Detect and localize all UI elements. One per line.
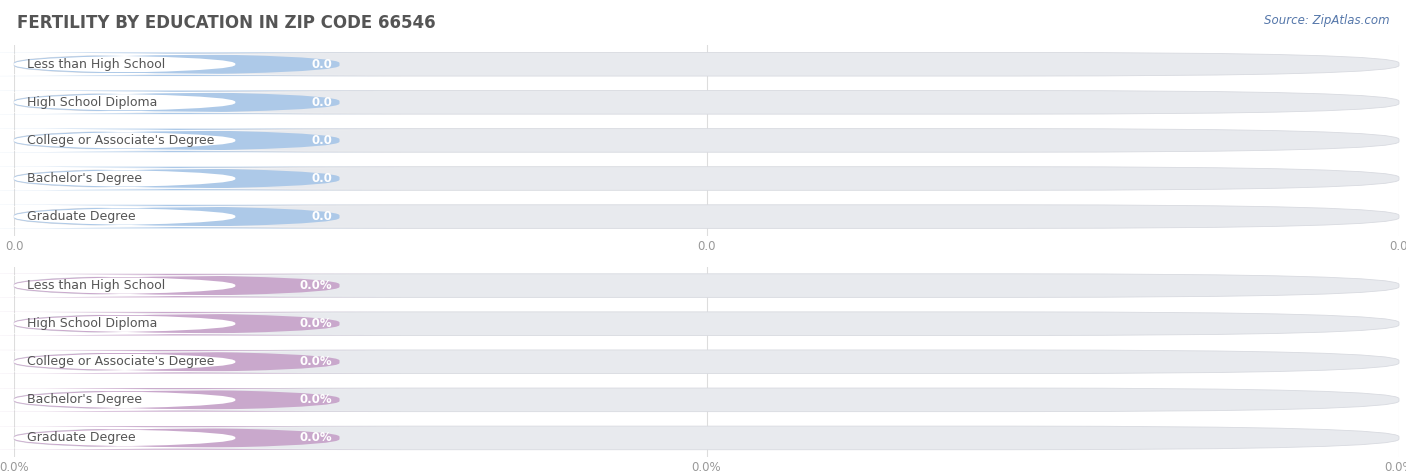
FancyBboxPatch shape	[0, 388, 401, 412]
Text: 0.0%: 0.0%	[299, 431, 333, 445]
Text: 0.0%: 0.0%	[299, 393, 333, 407]
FancyBboxPatch shape	[0, 313, 374, 334]
FancyBboxPatch shape	[0, 167, 401, 190]
FancyBboxPatch shape	[0, 129, 401, 152]
Text: Less than High School: Less than High School	[27, 58, 166, 71]
FancyBboxPatch shape	[0, 426, 401, 450]
Text: 0.0: 0.0	[312, 96, 333, 109]
FancyBboxPatch shape	[0, 206, 374, 227]
FancyBboxPatch shape	[14, 129, 1399, 152]
FancyBboxPatch shape	[14, 426, 1399, 450]
Text: 0.0%: 0.0%	[299, 279, 333, 292]
FancyBboxPatch shape	[0, 312, 401, 336]
FancyBboxPatch shape	[0, 427, 374, 448]
Text: 0.0: 0.0	[312, 210, 333, 223]
Text: 0.0: 0.0	[312, 172, 333, 185]
Text: College or Associate's Degree: College or Associate's Degree	[27, 355, 215, 368]
Text: Graduate Degree: Graduate Degree	[27, 431, 136, 445]
Text: High School Diploma: High School Diploma	[27, 317, 157, 330]
Text: Graduate Degree: Graduate Degree	[27, 210, 136, 223]
Text: Bachelor's Degree: Bachelor's Degree	[27, 172, 142, 185]
Text: Source: ZipAtlas.com: Source: ZipAtlas.com	[1264, 14, 1389, 27]
FancyBboxPatch shape	[0, 351, 374, 372]
FancyBboxPatch shape	[14, 274, 1399, 298]
Text: 0.0: 0.0	[312, 134, 333, 147]
FancyBboxPatch shape	[0, 389, 374, 410]
Text: High School Diploma: High School Diploma	[27, 96, 157, 109]
FancyBboxPatch shape	[0, 52, 401, 76]
FancyBboxPatch shape	[0, 168, 374, 189]
Text: 0.0%: 0.0%	[299, 355, 333, 368]
FancyBboxPatch shape	[0, 92, 374, 113]
FancyBboxPatch shape	[14, 312, 1399, 336]
FancyBboxPatch shape	[0, 90, 401, 114]
FancyBboxPatch shape	[0, 350, 401, 374]
Text: Bachelor's Degree: Bachelor's Degree	[27, 393, 142, 407]
FancyBboxPatch shape	[14, 350, 1399, 374]
FancyBboxPatch shape	[14, 90, 1399, 114]
FancyBboxPatch shape	[14, 167, 1399, 190]
Text: 0.0%: 0.0%	[299, 317, 333, 330]
FancyBboxPatch shape	[14, 388, 1399, 412]
FancyBboxPatch shape	[0, 275, 374, 296]
FancyBboxPatch shape	[0, 274, 401, 298]
FancyBboxPatch shape	[0, 130, 374, 151]
Text: FERTILITY BY EDUCATION IN ZIP CODE 66546: FERTILITY BY EDUCATION IN ZIP CODE 66546	[17, 14, 436, 32]
FancyBboxPatch shape	[14, 52, 1399, 76]
Text: 0.0: 0.0	[312, 58, 333, 71]
Text: Less than High School: Less than High School	[27, 279, 166, 292]
FancyBboxPatch shape	[14, 205, 1399, 228]
FancyBboxPatch shape	[0, 205, 401, 228]
FancyBboxPatch shape	[0, 54, 374, 75]
Text: College or Associate's Degree: College or Associate's Degree	[27, 134, 215, 147]
